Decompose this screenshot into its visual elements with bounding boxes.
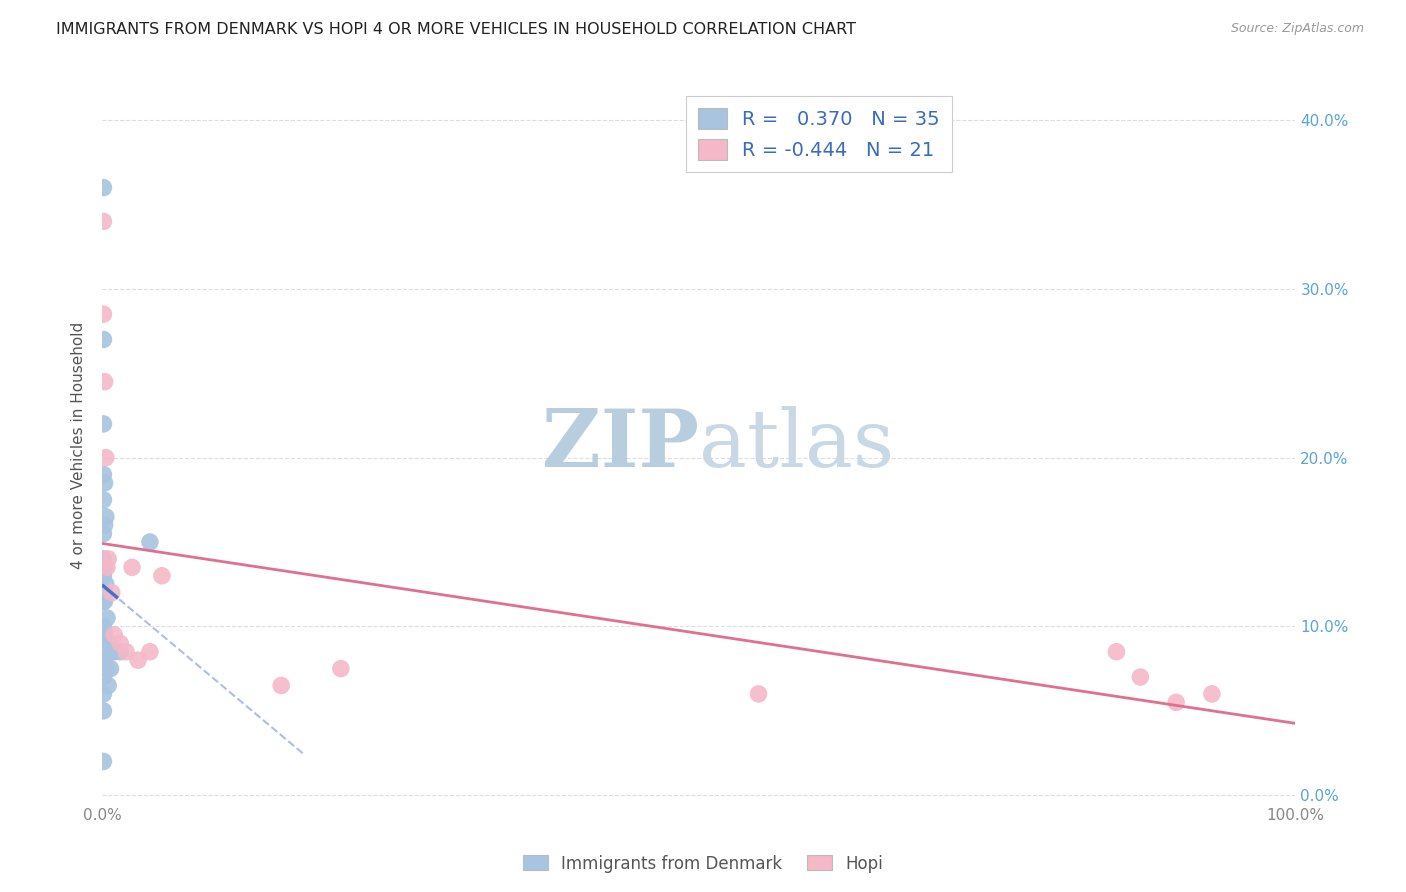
Point bbox=[93, 475, 115, 490]
Point bbox=[93, 619, 115, 633]
Point bbox=[97, 552, 120, 566]
Point bbox=[103, 645, 125, 659]
Legend: R =   0.370   N = 35, R = -0.444   N = 21: R = 0.370 N = 35, R = -0.444 N = 21 bbox=[686, 96, 952, 171]
Point bbox=[93, 594, 115, 608]
Point bbox=[115, 645, 138, 659]
Point bbox=[97, 636, 120, 650]
Point bbox=[108, 636, 131, 650]
Point bbox=[93, 180, 115, 194]
Point bbox=[93, 307, 115, 321]
Y-axis label: 4 or more Vehicles in Household: 4 or more Vehicles in Household bbox=[72, 321, 86, 568]
Point bbox=[108, 645, 131, 659]
Point bbox=[329, 662, 352, 676]
Text: ZIP: ZIP bbox=[541, 406, 699, 484]
Point bbox=[100, 585, 122, 599]
Point bbox=[1166, 695, 1188, 709]
Point bbox=[94, 509, 117, 524]
Point bbox=[96, 611, 118, 625]
Text: Source: ZipAtlas.com: Source: ZipAtlas.com bbox=[1230, 22, 1364, 36]
Point bbox=[94, 636, 117, 650]
Point bbox=[93, 755, 115, 769]
Point bbox=[93, 417, 115, 431]
Point bbox=[139, 535, 162, 549]
Point bbox=[93, 518, 115, 533]
Point bbox=[93, 653, 115, 667]
Point bbox=[100, 662, 122, 676]
Point bbox=[93, 492, 115, 507]
Point bbox=[93, 704, 115, 718]
Point bbox=[93, 568, 115, 582]
Point bbox=[139, 645, 162, 659]
Point bbox=[93, 467, 115, 482]
Legend: Immigrants from Denmark, Hopi: Immigrants from Denmark, Hopi bbox=[516, 848, 890, 880]
Point bbox=[93, 594, 115, 608]
Point bbox=[94, 450, 117, 465]
Point bbox=[270, 678, 292, 692]
Point bbox=[98, 645, 121, 659]
Point bbox=[93, 526, 115, 541]
Point bbox=[1105, 645, 1128, 659]
Point bbox=[93, 636, 115, 650]
Point bbox=[93, 333, 115, 347]
Point bbox=[97, 678, 120, 692]
Point bbox=[93, 653, 115, 667]
Text: IMMIGRANTS FROM DENMARK VS HOPI 4 OR MORE VEHICLES IN HOUSEHOLD CORRELATION CHAR: IMMIGRANTS FROM DENMARK VS HOPI 4 OR MOR… bbox=[56, 22, 856, 37]
Point bbox=[93, 670, 115, 684]
Point bbox=[1129, 670, 1152, 684]
Point bbox=[94, 577, 117, 591]
Point bbox=[747, 687, 769, 701]
Point bbox=[93, 560, 115, 574]
Point bbox=[93, 687, 115, 701]
Point bbox=[93, 628, 115, 642]
Point bbox=[103, 628, 125, 642]
Point bbox=[100, 645, 122, 659]
Point bbox=[121, 560, 143, 574]
Point bbox=[93, 375, 115, 389]
Point bbox=[150, 568, 173, 582]
Point bbox=[96, 560, 118, 574]
Point bbox=[96, 662, 118, 676]
Point bbox=[93, 214, 115, 228]
Point bbox=[1201, 687, 1223, 701]
Text: atlas: atlas bbox=[699, 406, 894, 484]
Point bbox=[93, 552, 115, 566]
Point bbox=[127, 653, 149, 667]
